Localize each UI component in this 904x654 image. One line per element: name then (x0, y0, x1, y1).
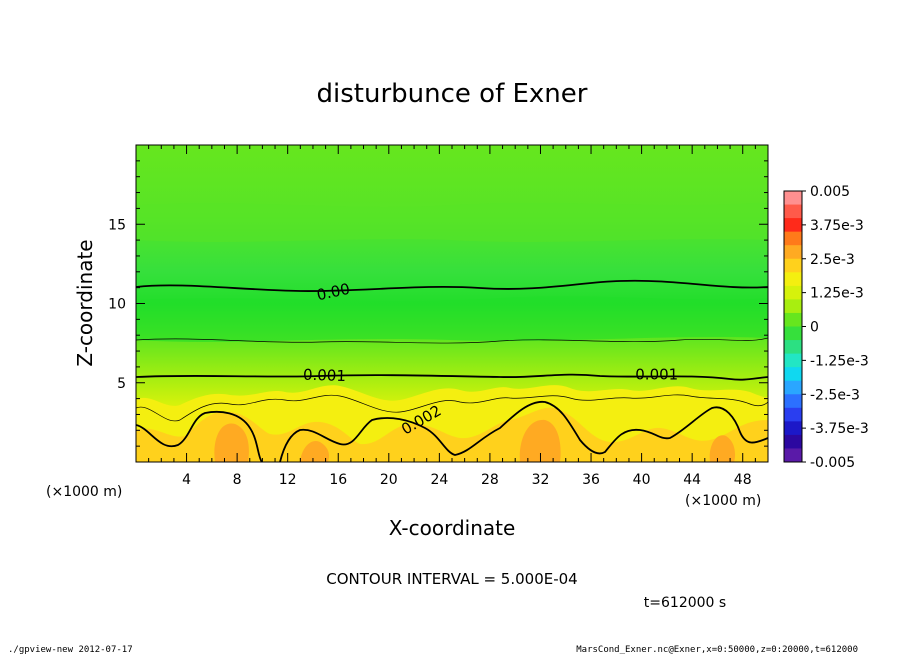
y-axis-label: Z-coordinate (73, 239, 97, 366)
colorbar-label: -3.75e-3 (810, 421, 869, 437)
y-tick-label: 15 (108, 217, 126, 233)
colorbar-swatch (784, 326, 802, 341)
colorbar-swatch (784, 353, 802, 368)
colorbar-swatch (784, 394, 802, 409)
colorbar-label: 3.75e-3 (810, 218, 864, 234)
x-tick-label: 24 (430, 472, 448, 488)
colorbar-label: -0.005 (810, 455, 855, 471)
x-tick-label: 8 (233, 472, 242, 488)
footer-left: ./gpview-new 2012-07-17 (8, 645, 133, 654)
contour-line-2 (136, 337, 768, 344)
colorbar-swatch (784, 380, 802, 395)
colorbar-label: 0 (810, 320, 819, 336)
colorbar-label: -2.5e-3 (810, 387, 860, 403)
colorbar-swatch (784, 272, 802, 287)
x-tick-label: 44 (683, 472, 701, 488)
x-tick-label: 16 (329, 472, 347, 488)
colorbar-label: 2.5e-3 (810, 252, 855, 268)
colorbar-swatch (784, 191, 802, 206)
colorbar-swatch (784, 285, 802, 300)
x-tick-label: 28 (481, 472, 499, 488)
x-axis-label: X-coordinate (389, 516, 516, 540)
colorbar-swatch (784, 340, 802, 355)
x-tick-label: 40 (633, 472, 651, 488)
colorbar-swatch (784, 421, 802, 436)
chart-title: disturbunce of Exner (317, 79, 588, 109)
x-tick-label: 4 (182, 472, 191, 488)
colorbar-frame (783, 190, 803, 463)
colorbar-swatch (784, 448, 802, 463)
x-tick-label: 48 (734, 472, 752, 488)
contour-line-4 (136, 394, 768, 422)
contour-line-1 (136, 279, 768, 292)
colorbar-label: -1.25e-3 (810, 353, 869, 369)
colorbar-swatch (784, 312, 802, 327)
colorbar-label: 1.25e-3 (810, 286, 864, 302)
colorbar-swatch (784, 367, 802, 382)
x-tick-label: 12 (279, 472, 297, 488)
colorbar-swatch (784, 218, 802, 233)
contour-line-5 (136, 401, 768, 462)
x-tick-label: 32 (532, 472, 550, 488)
colorbar-swatch (784, 407, 802, 422)
dark-band (136, 296, 768, 342)
x-unit-left: (×1000 m) (46, 484, 122, 500)
y-tick-label: 10 (108, 297, 126, 313)
colorbar-swatch (784, 434, 802, 449)
colorbar-swatch (784, 231, 802, 246)
x-tick-label: 20 (380, 472, 398, 488)
light-band (136, 202, 768, 242)
colorbar-swatch (784, 299, 802, 314)
colorbar: 0.005 3.75e-3 2.5e-3 1.25e-3 0 -1.25e-3 -2.5e-… (784, 184, 869, 471)
contour-label: 0.001 (635, 366, 678, 384)
colorbar-label: 0.005 (810, 184, 850, 200)
time-text: t=612000 s (644, 595, 726, 611)
x-tick-label: 36 (582, 472, 600, 488)
footer-right: MarsCond_Exner.nc@Exner,x=0:50000,z=0:20… (576, 645, 858, 654)
contour-label: 0.001 (303, 366, 347, 385)
contour-line-3 (136, 373, 768, 381)
x-unit-right: (×1000 m) (685, 493, 761, 509)
y-tick-label: 5 (117, 376, 126, 392)
contour-interval-text: CONTOUR INTERVAL = 5.000E-04 (326, 570, 577, 588)
colorbar-swatch (784, 258, 802, 273)
colorbar-swatch (784, 245, 802, 260)
colorbar-swatch (784, 204, 802, 219)
fill-orange (136, 407, 768, 462)
